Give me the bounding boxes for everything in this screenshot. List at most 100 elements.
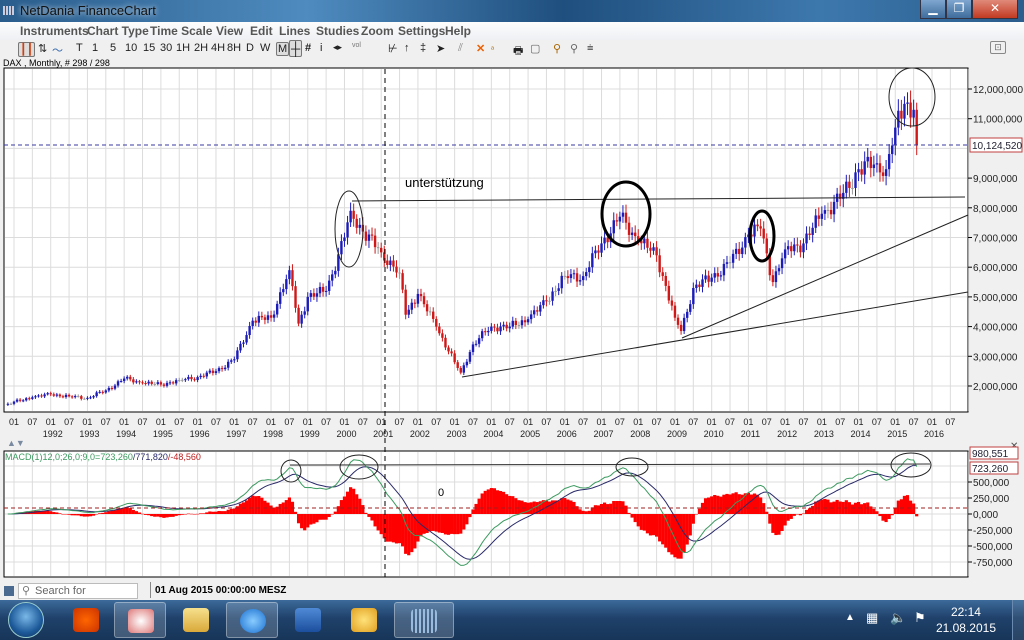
volume-icon[interactable]: 🔈	[890, 610, 907, 625]
macd-histogram-bar	[85, 514, 90, 517]
taskbar-photo-gallery[interactable]	[60, 602, 112, 638]
macd-histogram-bar	[318, 514, 322, 520]
trendline-lower[interactable]	[461, 291, 969, 378]
candle	[783, 249, 787, 259]
circle-annotation[interactable]	[890, 452, 932, 478]
menu-time-scale[interactable]: Time Scale	[150, 24, 213, 38]
clock[interactable]: 22:14 21.08.2015	[936, 604, 996, 636]
interval-m[interactable]: M	[276, 42, 290, 56]
fit-icon[interactable]: ⩧	[587, 42, 594, 54]
instrument-search-input[interactable]: ⚲ Search for instrument	[18, 583, 138, 611]
circle-annotation[interactable]	[888, 67, 936, 127]
candle	[266, 315, 270, 320]
minimize-button[interactable]: ▁	[920, 0, 946, 19]
circle-annotation[interactable]	[615, 457, 649, 477]
zoom-out-icon[interactable]: ⚲	[570, 43, 579, 55]
detach-icon[interactable]: ⊡	[990, 41, 1006, 54]
macd-histogram-bar	[878, 514, 882, 517]
interval-2h[interactable]: 2H	[194, 42, 209, 54]
candle	[272, 314, 276, 318]
interval-8h[interactable]: 8H	[227, 42, 242, 54]
candle	[707, 275, 710, 282]
taskbar-file-explorer[interactable]	[170, 602, 222, 638]
action-center-flag-icon[interactable]: ⚑	[914, 610, 926, 625]
parallel-lines-icon[interactable]: ⫽	[458, 42, 463, 54]
channel-icon[interactable]: ‡	[420, 42, 427, 54]
candle	[774, 271, 778, 283]
menu-view[interactable]: View	[216, 24, 244, 38]
candle	[523, 320, 527, 323]
show-hidden-icons[interactable]: ▲	[845, 612, 855, 623]
candle	[851, 187, 854, 189]
print-icon[interactable]: 🖶	[513, 45, 524, 57]
menu-lines[interactable]: Lines	[279, 24, 311, 38]
candle	[92, 396, 95, 398]
circle-annotation[interactable]	[748, 209, 776, 263]
menu-studies[interactable]: Studies	[316, 24, 360, 38]
network-icon[interactable]: ▦	[866, 610, 879, 625]
show-desktop-button[interactable]	[1012, 600, 1024, 640]
text-annotation-icon[interactable]: ₐ	[491, 42, 494, 51]
circle-annotation[interactable]	[280, 459, 302, 483]
candle	[171, 382, 175, 384]
finance-chart[interactable]: 2,000,000 3,000,000 4,000,000 5,000,000 6,00…	[0, 0, 1024, 600]
interval-30[interactable]: 30	[160, 42, 173, 54]
support-line[interactable]	[351, 196, 966, 202]
candle	[159, 382, 163, 385]
pan-icon[interactable]: ◂▸	[333, 42, 343, 52]
menu-edit[interactable]: Edit	[250, 24, 273, 38]
interval-1[interactable]: 1	[92, 42, 99, 54]
circle-annotation[interactable]	[334, 190, 364, 268]
close-button[interactable]: ✕	[972, 0, 1018, 19]
taskbar-outlook[interactable]	[338, 602, 390, 638]
menu-help[interactable]: Help	[445, 24, 472, 38]
circle-annotation[interactable]	[600, 180, 652, 248]
taskbar-word[interactable]	[282, 602, 334, 638]
zoom-in-icon[interactable]: ⚲	[553, 43, 562, 55]
macd-histogram-bar	[728, 494, 732, 514]
macd-resistance-line[interactable]	[289, 463, 931, 466]
macd-histogram-bar	[627, 512, 631, 514]
interval-4h[interactable]: 4H	[211, 42, 226, 54]
interval-d[interactable]: D	[246, 42, 254, 54]
candle	[493, 326, 496, 328]
macd-histogram-bar	[593, 505, 597, 514]
panel-resize-arrows[interactable]: ▲▼	[7, 438, 25, 448]
interval-15[interactable]: 15	[143, 42, 156, 54]
candle	[612, 220, 615, 234]
candle	[533, 310, 536, 315]
taskbar-netdania[interactable]	[394, 602, 454, 638]
menu-chart-type[interactable]: Chart Type	[87, 24, 149, 38]
macd-histogram-bar	[373, 514, 377, 527]
interval-1h[interactable]: 1H	[176, 42, 191, 54]
interval-5[interactable]: 5	[110, 42, 117, 54]
line-chart-icon[interactable]: 〜	[52, 45, 63, 57]
interval-w[interactable]: W	[260, 42, 271, 54]
info-icon[interactable]: i	[320, 42, 323, 54]
start-button[interactable]	[8, 602, 44, 638]
trendline-upper[interactable]	[681, 214, 969, 339]
price-axis[interactable]	[969, 68, 1024, 412]
maximize-button[interactable]: ❐	[946, 0, 972, 19]
volume-icon[interactable]: vol	[352, 42, 361, 49]
candlestick-icon[interactable]: ┃┃	[18, 42, 36, 57]
candle	[673, 305, 677, 318]
menu-settings[interactable]: Settings	[398, 24, 446, 38]
delete-lines-icon[interactable]: ✕	[476, 43, 486, 55]
fan-icon[interactable]: ↑	[404, 42, 410, 54]
price-panel[interactable]	[3, 67, 969, 413]
ohlc-bar-icon[interactable]: ⇅	[38, 43, 48, 55]
crosshair-icon[interactable]: ┼	[289, 40, 303, 57]
arrow-icon[interactable]: ➤	[436, 43, 446, 55]
taskbar-internet-explorer[interactable]	[226, 602, 278, 638]
taskbar-snipping-tool[interactable]	[114, 602, 166, 638]
menu-instruments[interactable]: Instruments	[20, 24, 89, 38]
trendline-icon[interactable]: ⊬	[388, 43, 398, 55]
candle	[324, 290, 328, 292]
grid-icon[interactable]: #	[305, 42, 312, 54]
print-preview-icon[interactable]: ▢	[530, 43, 541, 55]
menu-zoom[interactable]: Zoom	[361, 24, 394, 38]
interval-t[interactable]: T	[76, 42, 83, 54]
interval-10[interactable]: 10	[125, 42, 138, 54]
circle-annotation[interactable]	[339, 454, 379, 480]
